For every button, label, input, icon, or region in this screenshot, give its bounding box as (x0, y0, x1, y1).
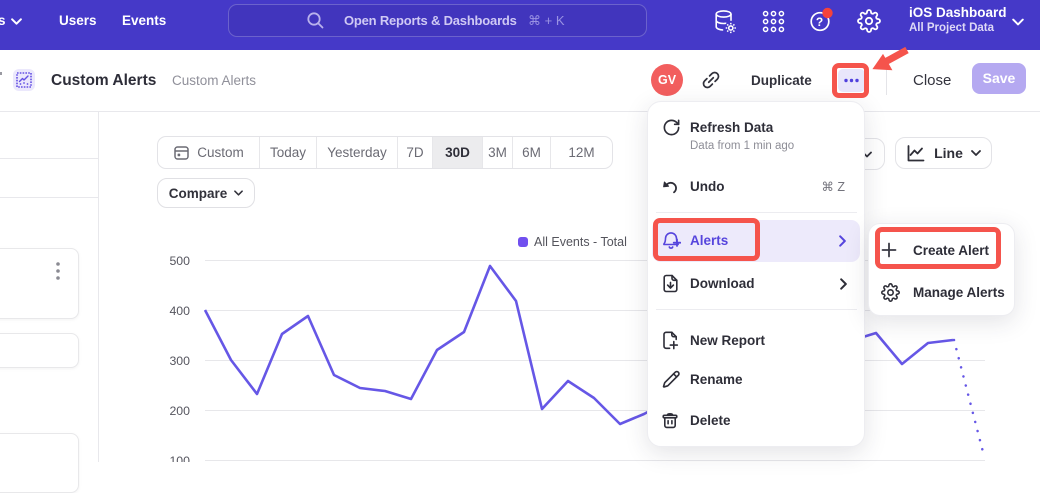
svg-text:500: 500 (169, 254, 190, 268)
svg-text:?: ? (816, 15, 823, 29)
svg-text:400: 400 (169, 304, 190, 318)
svg-text:100: 100 (169, 454, 190, 462)
svg-text:200: 200 (169, 404, 190, 418)
svg-text:300: 300 (169, 354, 190, 368)
